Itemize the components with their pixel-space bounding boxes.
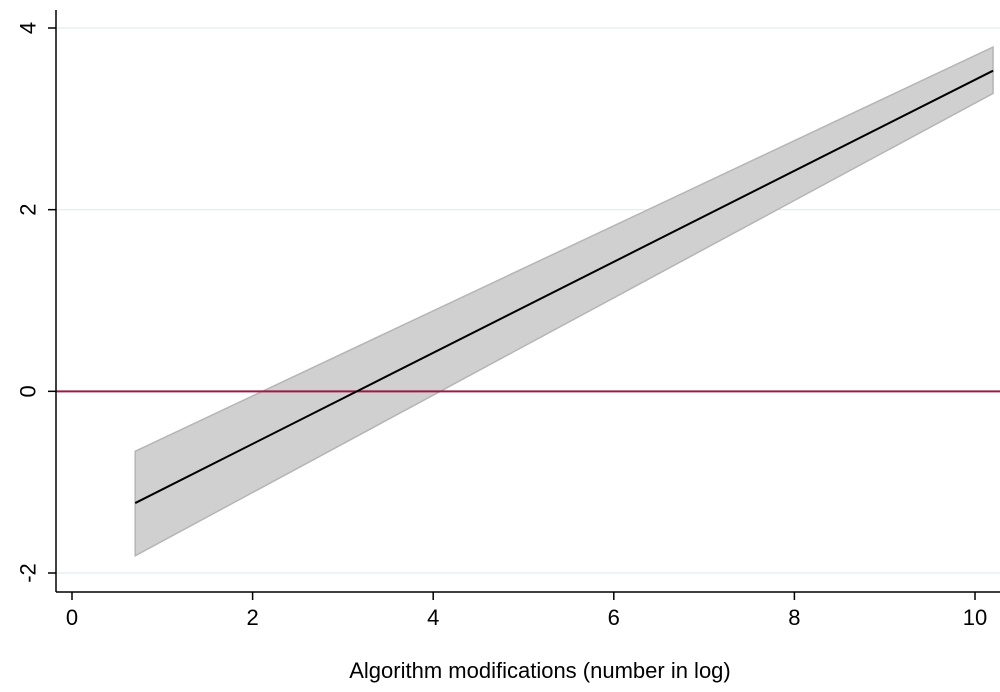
confidence-band xyxy=(134,45,994,557)
x-tick-label: 6 xyxy=(608,605,620,630)
y-tick-label: 0 xyxy=(16,385,41,397)
fitted-line xyxy=(134,69,994,504)
series-layer xyxy=(134,69,994,504)
x-tick-label: 0 xyxy=(66,605,78,630)
y-tick-label: -2 xyxy=(16,563,41,583)
x-tick-label: 10 xyxy=(963,605,987,630)
y-tick-label: 2 xyxy=(16,204,41,216)
tick-labels: 0 2 4 6 8 10 -2 0 2 4 xyxy=(16,22,988,630)
x-tick-label: 4 xyxy=(427,605,439,630)
x-axis-title: Algorithm modifications (number in log) xyxy=(349,658,731,683)
confidence-band-layer xyxy=(134,45,994,557)
y-tick-label: 4 xyxy=(16,22,41,34)
x-tick-label: 8 xyxy=(788,605,800,630)
x-tick-label: 2 xyxy=(246,605,258,630)
axes xyxy=(48,10,1000,600)
